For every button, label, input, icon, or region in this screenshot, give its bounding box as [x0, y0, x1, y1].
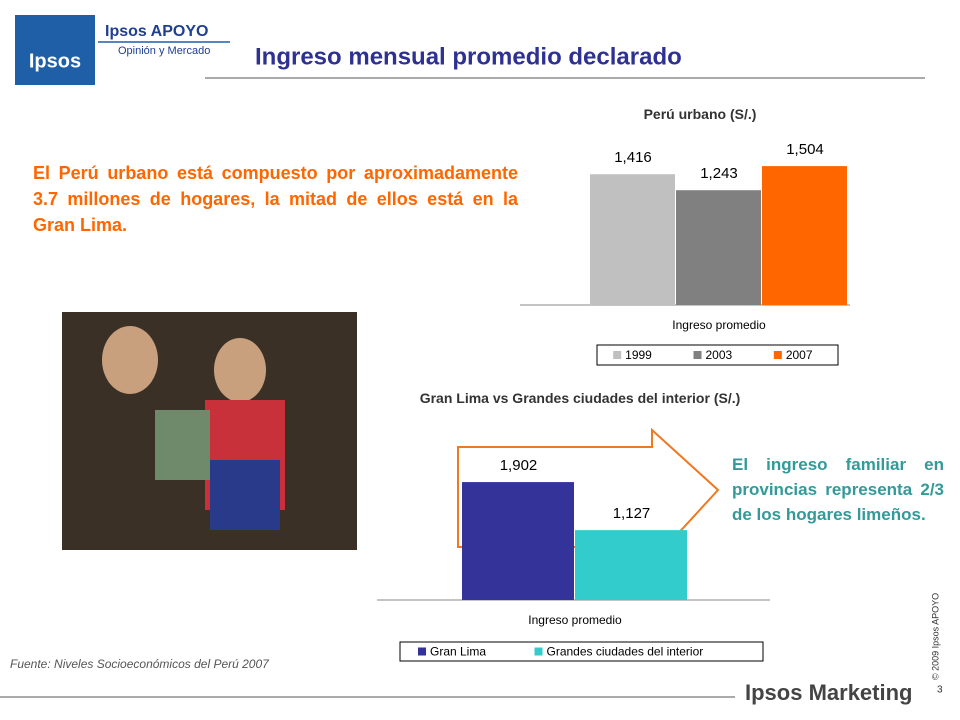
legend-swatch: [773, 351, 782, 359]
bar: [762, 166, 847, 305]
logo-tagline: Opinión y Mercado: [118, 45, 210, 57]
page-number: 3: [937, 685, 943, 696]
data-label: 1,127: [613, 505, 651, 522]
text-right: El ingreso familiar en provincias repres…: [732, 455, 944, 524]
text-left: El Perú urbano está compuesto por aproxi…: [33, 163, 518, 235]
footer-brand: Ipsos Marketing: [745, 680, 912, 705]
legend-swatch: [613, 351, 622, 359]
legend-swatch: [693, 351, 702, 359]
chart-title: Gran Lima vs Grandes ciudades del interi…: [419, 390, 741, 406]
legend-label: Gran Lima: [430, 645, 486, 659]
copyright: © 2009 Ipsos APOYO: [930, 593, 940, 680]
bar: [590, 174, 675, 305]
data-label: 1,902: [500, 457, 538, 474]
data-label: 1,416: [614, 149, 652, 166]
slide-title: Ingreso mensual promedio declarado: [255, 43, 682, 70]
photo-figure: [210, 460, 280, 530]
source: Fuente: Niveles Socioeconómicos del Perú…: [10, 657, 269, 671]
photo-figure: [102, 326, 158, 394]
legend-label: 1999: [625, 348, 652, 362]
data-label: 1,504: [786, 141, 824, 158]
bar: [462, 482, 574, 600]
photo-figure: [214, 338, 266, 402]
chart-title: Perú urbano (S/.): [643, 106, 757, 122]
legend-label: Grandes ciudades del interior: [547, 645, 704, 659]
legend-label: 2007: [786, 348, 813, 362]
logo-brand: Ipsos: [29, 50, 81, 72]
legend-box: [399, 641, 764, 662]
legend-swatch: [418, 647, 426, 656]
bar: [575, 530, 687, 600]
legend-swatch: [534, 647, 543, 656]
bar: [676, 190, 761, 305]
logo-box: [15, 15, 95, 85]
x-tick-label: Ingreso promedio: [672, 318, 766, 332]
photo-figure: [155, 410, 210, 480]
legend-box: [596, 344, 839, 366]
legend-label: 2003: [706, 348, 733, 362]
logo-name: Ipsos APOYO: [105, 23, 208, 40]
data-label: 1,243: [700, 165, 738, 182]
x-tick-label: Ingreso promedio: [528, 613, 622, 627]
